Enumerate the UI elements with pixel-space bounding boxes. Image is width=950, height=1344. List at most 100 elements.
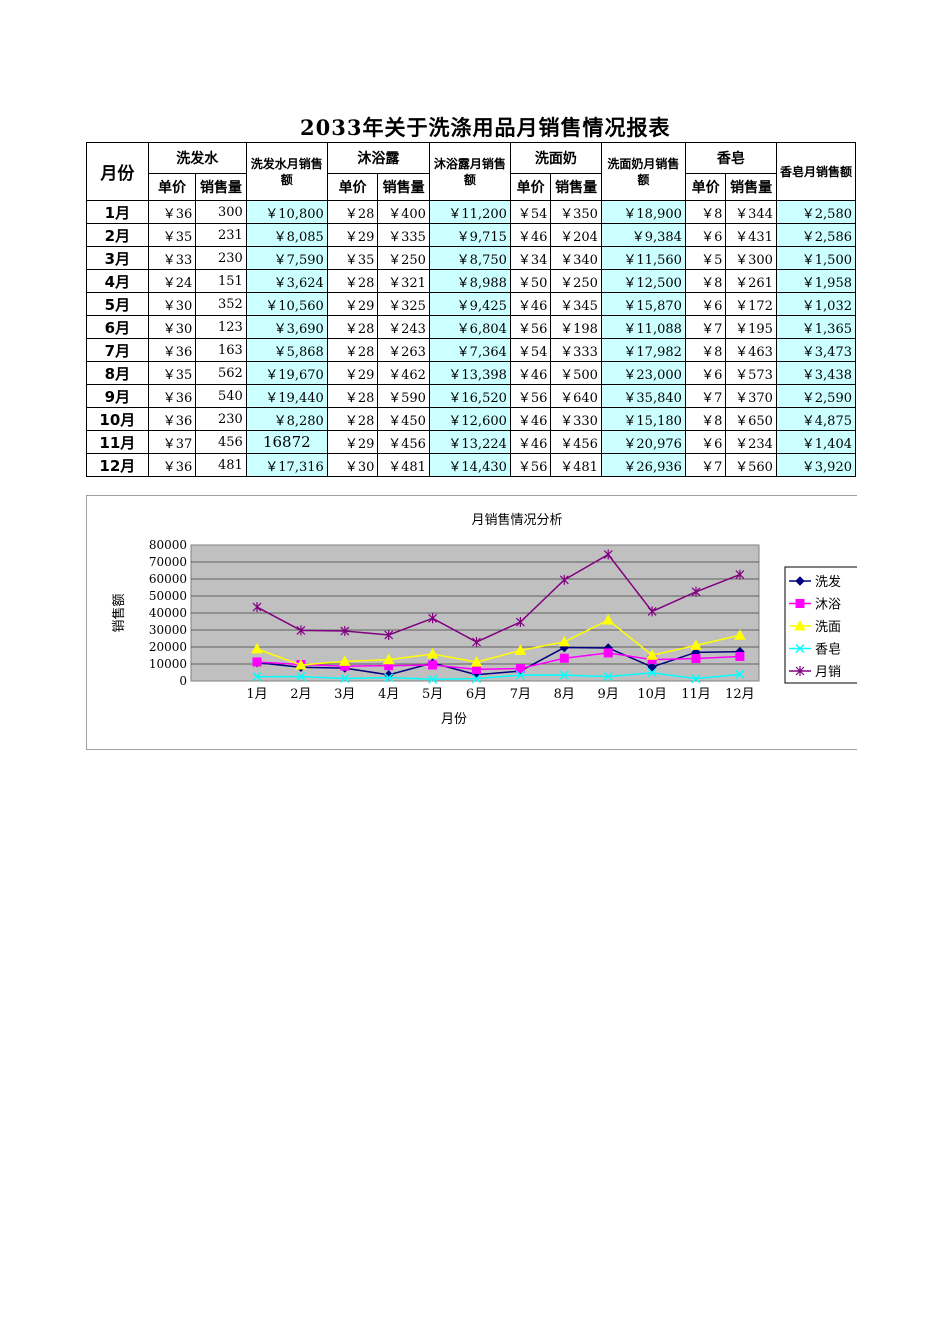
- x-tick-label: 10月: [637, 687, 667, 702]
- table-row: 3月 ￥33 230 ￥7,590 ￥35 ￥250 ￥8,750 ￥34 ￥340 ￥11,56…: [86, 246, 857, 270]
- data-point: [735, 569, 745, 580]
- bodywash-total-cell: ￥13,224: [428, 430, 511, 454]
- data-point: [252, 602, 262, 613]
- series-line: [251, 614, 746, 670]
- data-point: [795, 643, 805, 654]
- shampoo-qty-cell: 230: [195, 407, 247, 431]
- bodywash-total-cell: ￥13,398: [428, 361, 511, 385]
- header-quantity: 销售量: [725, 173, 777, 201]
- data-point: [603, 672, 613, 682]
- bodywash-price-cell: ￥29: [326, 361, 379, 385]
- data-point: [559, 670, 569, 680]
- series-path: [256, 553, 741, 643]
- cleanser-total-cell: ￥11,560: [600, 246, 686, 270]
- header-unit-price: 单价: [684, 173, 727, 201]
- header-group-soap: 香皂: [684, 142, 777, 174]
- bodywash-price-cell: ￥28: [326, 269, 379, 293]
- data-point: [735, 669, 745, 679]
- soap-price-cell: ￥6: [684, 292, 727, 316]
- bodywash-qty-cell: ￥335: [377, 223, 430, 247]
- month-cell: 4月: [86, 269, 149, 293]
- bodywash-price-cell: ￥28: [326, 407, 379, 431]
- shampoo-qty-cell: 540: [195, 384, 247, 408]
- table-body: 1月 ￥36 300 ￥10,800 ￥28 ￥400 ￥11,200 ￥54 ￥350 ￥18,…: [86, 200, 857, 477]
- legend-entry: 月销: [789, 665, 841, 680]
- cleanser-qty-cell: ￥333: [550, 338, 602, 362]
- soap-qty-cell: ￥431: [725, 223, 777, 247]
- shampoo-total-cell: ￥17,316: [245, 453, 328, 477]
- data-point: [647, 606, 657, 617]
- bodywash-qty-cell: ￥590: [377, 384, 430, 408]
- bodywash-total-cell: ￥16,520: [428, 384, 511, 408]
- cleanser-price-cell: ￥56: [509, 453, 552, 477]
- cleanser-qty-cell: ￥481: [550, 453, 602, 477]
- soap-total-cell: ￥2,590: [775, 384, 857, 408]
- soap-qty-cell: ￥370: [725, 384, 777, 408]
- data-point: [383, 670, 394, 680]
- bodywash-total-cell: ￥11,200: [428, 200, 511, 224]
- data-point: [559, 574, 569, 585]
- cleanser-price-cell: ￥46: [509, 407, 552, 431]
- data-point: [426, 647, 439, 659]
- legend-entry: 洗面: [789, 619, 841, 635]
- data-point: [795, 666, 805, 676]
- header-total-soap: 香皂月销售额: [775, 142, 857, 201]
- soap-qty-cell: ￥560: [725, 453, 777, 477]
- shampoo-qty-cell: 352: [195, 292, 247, 316]
- table-row: 7月 ￥36 163 ￥5,868 ￥28 ￥263 ￥7,364 ￥54 ￥333 ￥17,98…: [86, 338, 857, 362]
- bodywash-qty-cell: ￥250: [377, 246, 430, 270]
- table-row: 6月 ￥30 123 ￥3,690 ￥28 ￥243 ￥6,804 ￥56 ￥198 ￥11,08…: [86, 315, 857, 339]
- data-point: [295, 659, 307, 670]
- shampoo-total-cell: ￥10,800: [245, 200, 328, 224]
- data-point: [647, 668, 657, 678]
- data-point: [252, 672, 262, 682]
- bodywash-price-cell: ￥28: [326, 315, 379, 339]
- data-point: [472, 636, 481, 647]
- data-point: [252, 657, 262, 667]
- series-path: [256, 671, 740, 680]
- month-cell: 7月: [86, 338, 149, 362]
- cleanser-price-cell: ￥56: [509, 315, 552, 339]
- header-total-cleanser: 洗面奶月销售额: [600, 142, 686, 201]
- cleanser-price-cell: ￥54: [509, 200, 552, 224]
- cleanser-price-cell: ￥46: [509, 430, 552, 454]
- table-row: 8月 ￥35 562 ￥19,670 ￥29 ￥462 ￥13,398 ￥46 ￥500 ￥23,…: [86, 361, 857, 385]
- data-point: [296, 625, 306, 636]
- data-point: [340, 626, 350, 637]
- bodywash-qty-cell: ￥400: [377, 200, 430, 224]
- month-cell: 3月: [86, 246, 149, 270]
- cleanser-qty-cell: ￥456: [550, 430, 602, 454]
- data-point: [251, 642, 263, 654]
- bodywash-total-cell: ￥7,364: [428, 338, 511, 362]
- data-point: [384, 629, 394, 640]
- shampoo-qty-cell: 456: [195, 430, 247, 454]
- data-point: [646, 649, 658, 660]
- header-group-cleanser: 洗面奶: [509, 142, 602, 174]
- header-quantity: 销售量: [377, 173, 430, 201]
- data-point: [691, 586, 701, 597]
- y-tick-label: 0: [179, 674, 187, 688]
- legend-entry: 洗发: [789, 574, 841, 590]
- soap-price-cell: ￥8: [684, 338, 727, 362]
- shampoo-qty-cell: 123: [195, 315, 247, 339]
- soap-total-cell: ￥3,473: [775, 338, 857, 362]
- soap-qty-cell: ￥195: [725, 315, 777, 339]
- data-point: [691, 674, 701, 684]
- month-cell: 10月: [86, 407, 149, 431]
- header-total-shampoo: 洗发水月销售额: [245, 142, 328, 201]
- report-title: 2033年关于洗涤用品月销售情况报表: [300, 115, 671, 140]
- soap-qty-cell: ￥463: [725, 338, 777, 362]
- bodywash-qty-cell: ￥456: [377, 430, 430, 454]
- soap-price-cell: ￥8: [684, 407, 727, 431]
- bodywash-qty-cell: ￥450: [377, 407, 430, 431]
- bodywash-price-cell: ￥29: [326, 223, 379, 247]
- cleanser-total-cell: ￥26,936: [600, 453, 686, 477]
- series-path: [256, 619, 741, 666]
- data-point: [794, 619, 806, 631]
- soap-total-cell: ￥1,958: [775, 269, 857, 293]
- soap-total-cell: ￥4,875: [775, 407, 857, 431]
- soap-qty-cell: ￥172: [725, 292, 777, 316]
- soap-total-cell: ￥2,586: [775, 223, 857, 247]
- data-point: [558, 635, 571, 647]
- soap-price-cell: ￥7: [684, 315, 727, 339]
